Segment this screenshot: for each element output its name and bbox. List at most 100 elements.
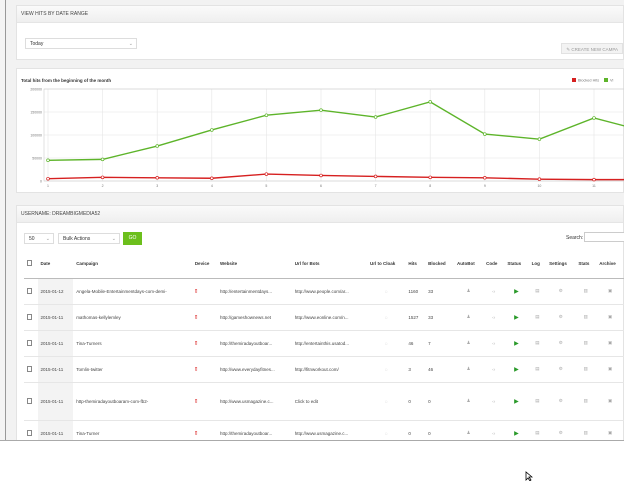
- archive-icon[interactable]: ▣: [596, 356, 624, 383]
- table-row[interactable]: 2015-01-11 Tina-Turner ▯ http://themiradayo…: [24, 420, 624, 440]
- log-icon[interactable]: ▤: [528, 278, 547, 305]
- column-header[interactable]: Blocked: [425, 250, 454, 279]
- table-row[interactable]: 2015-01-11 http-themiradayoutboaram-com-f…: [24, 382, 624, 421]
- url-for-bots-cell[interactable]: http://www.people.com/ar...: [291, 278, 368, 305]
- gear-icon[interactable]: ⚙: [546, 382, 576, 421]
- android-icon[interactable]: ♟: [453, 278, 484, 305]
- log-icon[interactable]: ▤: [528, 330, 547, 357]
- row-checkbox[interactable]: [24, 420, 38, 440]
- code-icon[interactable]: ‹›: [483, 382, 505, 421]
- url-for-bots-cell[interactable]: http://www.usmagazine.c...: [291, 420, 368, 440]
- code-icon[interactable]: ‹›: [483, 304, 505, 331]
- log-icon[interactable]: ▤: [528, 382, 547, 421]
- column-header[interactable]: Status: [504, 250, 529, 279]
- gear-icon[interactable]: ⚙: [546, 278, 576, 305]
- log-icon[interactable]: ▤: [528, 356, 547, 383]
- column-header[interactable]: Archive: [596, 250, 624, 279]
- url-for-bots-cell[interactable]: http://www.eonline.com/n...: [291, 304, 368, 331]
- code-icon[interactable]: ‹›: [483, 278, 505, 305]
- play-icon[interactable]: ▶: [504, 382, 529, 421]
- table-row[interactable]: 2015-01-11 Tina-Turners ▯ http://themiraday…: [24, 330, 624, 357]
- column-header[interactable]: Hits: [405, 250, 426, 279]
- android-icon[interactable]: ♟: [453, 420, 484, 440]
- code-icon[interactable]: ‹›: [483, 420, 505, 440]
- hits-cell: 3: [405, 356, 426, 383]
- archive-icon[interactable]: ▣: [596, 382, 624, 421]
- url-for-bots-cell[interactable]: http://fitnworkout.com/: [291, 356, 368, 383]
- row-checkbox[interactable]: [24, 382, 38, 421]
- gear-icon[interactable]: ⚙: [546, 356, 576, 383]
- android-icon[interactable]: ♟: [453, 382, 484, 421]
- select-all[interactable]: [24, 250, 38, 279]
- globe-icon[interactable]: ◌: [367, 330, 406, 357]
- url-for-bots-cell[interactable]: http://entertainthis.usatod...: [291, 330, 368, 357]
- gear-icon[interactable]: ⚙: [546, 330, 576, 357]
- archive-icon[interactable]: ▣: [596, 330, 624, 357]
- website-cell: http://gameshownews.net: [217, 304, 292, 331]
- mobile-icon: ▯: [191, 330, 218, 357]
- archive-icon[interactable]: ▣: [596, 278, 624, 305]
- y-tick-label: 150000: [30, 111, 42, 115]
- column-header[interactable]: Campaign: [73, 250, 192, 279]
- android-icon[interactable]: ♟: [453, 330, 484, 357]
- archive-icon[interactable]: ▣: [596, 420, 624, 440]
- table-row[interactable]: 2015-01-11 mathomas-kellylemley ▯ http://ga…: [24, 304, 624, 331]
- bar-chart-icon[interactable]: ▥: [575, 304, 597, 331]
- column-header[interactable]: Log: [528, 250, 547, 279]
- gear-icon[interactable]: ⚙: [546, 304, 576, 331]
- column-header[interactable]: Url to Cloak: [367, 250, 406, 279]
- x-tick-label: 6: [320, 184, 322, 188]
- bar-chart-icon[interactable]: ▥: [575, 420, 597, 440]
- column-header[interactable]: AutoBot: [453, 250, 484, 279]
- column-header[interactable]: Website: [217, 250, 292, 279]
- bulk-actions-select[interactable]: Bulk Actions ⌄: [58, 233, 120, 244]
- play-icon[interactable]: ▶: [504, 356, 529, 383]
- column-header[interactable]: Date: [37, 250, 74, 279]
- log-icon[interactable]: ▤: [528, 420, 547, 440]
- table-row[interactable]: 2015-01-12 Angela-Mobile-Entertainmentday…: [24, 278, 624, 305]
- bar-chart-icon[interactable]: ▥: [575, 356, 597, 383]
- row-checkbox[interactable]: [24, 278, 38, 305]
- globe-icon[interactable]: ◌: [367, 356, 406, 383]
- play-icon[interactable]: ▶: [504, 304, 529, 331]
- globe-icon[interactable]: ◌: [367, 382, 406, 421]
- globe-icon[interactable]: ◌: [367, 420, 406, 440]
- table-row[interactable]: 2015-01-11 Tomlin-twitter ▯ http://www.ever…: [24, 356, 624, 383]
- create-campaign-button[interactable]: ✎ CREATE NEW CAMPA: [561, 43, 623, 54]
- data-point: [428, 100, 432, 104]
- code-icon[interactable]: ‹›: [483, 356, 505, 383]
- bar-chart-icon[interactable]: ▥: [575, 278, 597, 305]
- search-input[interactable]: [584, 232, 624, 242]
- row-checkbox[interactable]: [24, 304, 38, 331]
- column-header[interactable]: Code: [483, 250, 505, 279]
- globe-icon[interactable]: ◌: [367, 304, 406, 331]
- column-header[interactable]: Settings: [546, 250, 576, 279]
- log-icon[interactable]: ▤: [528, 304, 547, 331]
- globe-icon[interactable]: ◌: [367, 278, 406, 305]
- column-header[interactable]: Url for Bots: [291, 250, 368, 279]
- row-checkbox[interactable]: [24, 330, 38, 357]
- play-icon[interactable]: ▶: [504, 330, 529, 357]
- select-value: Today: [30, 41, 44, 47]
- play-icon[interactable]: ▶: [504, 278, 529, 305]
- date-cell: 2015-01-11: [37, 304, 74, 331]
- android-icon[interactable]: ♟: [453, 304, 484, 331]
- url-for-bots-cell[interactable]: Click to edit: [291, 382, 368, 421]
- column-header[interactable]: Device: [191, 250, 218, 279]
- go-button[interactable]: GO: [123, 232, 142, 245]
- code-icon[interactable]: ‹›: [483, 330, 505, 357]
- page-size-select[interactable]: 50 ⌄: [24, 233, 54, 244]
- row-checkbox[interactable]: [24, 356, 38, 383]
- android-icon[interactable]: ♟: [453, 356, 484, 383]
- date-cell: 2015-01-11: [37, 330, 74, 357]
- date-range-select[interactable]: Today ⌄: [25, 38, 137, 49]
- archive-icon[interactable]: ▣: [596, 304, 624, 331]
- bar-chart-icon[interactable]: ▥: [575, 330, 597, 357]
- bar-chart-icon[interactable]: ▥: [575, 382, 597, 421]
- data-point: [210, 176, 214, 180]
- column-header[interactable]: Stats: [575, 250, 597, 279]
- blocked-cell: 33: [425, 304, 454, 331]
- gear-icon[interactable]: ⚙: [546, 420, 576, 440]
- play-icon[interactable]: ▶: [504, 420, 529, 440]
- data-point: [483, 132, 487, 136]
